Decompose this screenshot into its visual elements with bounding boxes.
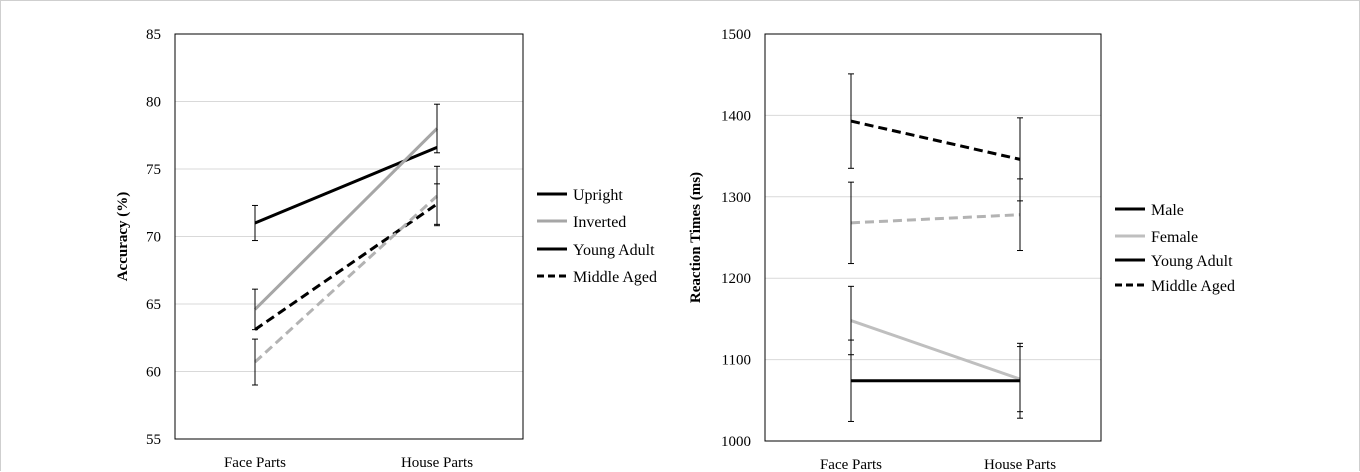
y-axis-title: Reaction Times (ms) bbox=[688, 172, 704, 303]
chart-1: 55 60 65 70 75 80 85 Face Parts House Parts Accur… bbox=[115, 27, 657, 471]
y-tick-label: 60 bbox=[146, 365, 161, 381]
y-tick-label: 1300 bbox=[721, 190, 751, 206]
legend-label: Male bbox=[1151, 202, 1184, 219]
series-line bbox=[253, 127, 439, 311]
y-axis-title: Accuracy (%) bbox=[115, 192, 131, 282]
y-tick-label: 85 bbox=[146, 27, 161, 43]
y-tick-label: 1000 bbox=[721, 434, 751, 450]
plot-area bbox=[764, 33, 1102, 442]
x-category-label: House Parts bbox=[401, 455, 473, 471]
y-tick-label: 70 bbox=[146, 230, 161, 246]
y-tick-label: 1500 bbox=[721, 27, 751, 43]
legend-label: Upright bbox=[573, 187, 623, 204]
legend-label: Middle Aged bbox=[573, 269, 657, 286]
y-tick-label: 1200 bbox=[721, 271, 751, 287]
x-category-label: House Parts bbox=[984, 457, 1056, 472]
series-line bbox=[254, 202, 438, 331]
plot-area bbox=[174, 33, 524, 440]
y-tick-label: 65 bbox=[146, 297, 161, 313]
chart-2: 1000 1100 1200 1300 1400 1500 Face Parts House … bbox=[688, 27, 1235, 472]
legend-label: Young Adult bbox=[1151, 253, 1233, 270]
series-line bbox=[850, 119, 1021, 161]
series-line bbox=[850, 319, 1021, 381]
y-tick-label: 1100 bbox=[722, 353, 751, 369]
y-tick-label: 75 bbox=[146, 162, 161, 178]
legend-label: Inverted bbox=[573, 214, 626, 231]
y-tick-label: 1400 bbox=[721, 108, 751, 124]
series-line bbox=[254, 146, 438, 225]
x-category-label: Face Parts bbox=[224, 455, 286, 471]
y-tick-label: 80 bbox=[146, 95, 161, 111]
legend-label: Middle Aged bbox=[1151, 278, 1235, 295]
series-line bbox=[850, 213, 1021, 225]
x-category-label: Face Parts bbox=[820, 457, 882, 472]
legend-label: Young Adult bbox=[573, 242, 655, 259]
y-tick-label: 55 bbox=[146, 432, 161, 448]
legend-label: Female bbox=[1151, 229, 1198, 246]
